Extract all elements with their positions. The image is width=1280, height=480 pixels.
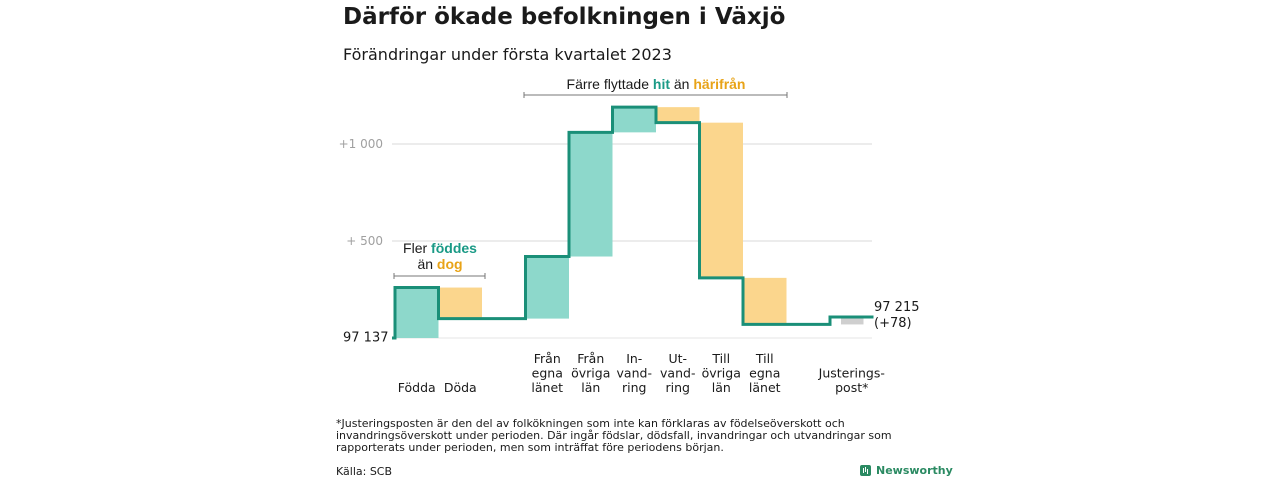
annotation-births-line2: än dog <box>417 256 462 272</box>
category-label-8-0: Till <box>755 351 774 366</box>
annotation-migration: Färre flyttade hit än härifrån <box>567 76 746 92</box>
category-label-5-0: In- <box>626 351 642 366</box>
chart-title: Därför ökade befolkningen i Växjö <box>343 4 786 30</box>
category-label-3-2: länet <box>531 380 563 395</box>
end-change-label: (+78) <box>874 316 912 331</box>
end-value-label: 97 215 <box>874 300 920 315</box>
category-label-8-2: länet <box>749 380 781 395</box>
footnote: *Justeringsposten är den del av folkökni… <box>336 417 892 454</box>
category-label-7-2: län <box>712 380 731 395</box>
bar-0 <box>395 287 439 338</box>
source-credit: Källa: SCB <box>336 465 393 478</box>
bar-3 <box>525 256 569 319</box>
category-label-3-0: Från <box>534 351 561 366</box>
category-label-6-0: Ut- <box>668 351 687 366</box>
category-label-5-1: vand- <box>617 366 652 381</box>
category-label-7-0: Till <box>711 351 730 366</box>
annotation-births-line1: Fler föddes <box>403 240 477 256</box>
category-label-4-2: län <box>581 380 600 395</box>
bar-10 <box>841 317 864 325</box>
start-value-label: 97 137 <box>343 331 389 346</box>
bar-1 <box>438 287 482 319</box>
bar-6 <box>656 107 700 123</box>
category-label-1-0: Döda <box>444 380 477 395</box>
category-label-0-0: Födda <box>398 380 436 395</box>
category-label-4-0: Från <box>577 351 604 366</box>
category-label-10-1: post* <box>835 380 868 395</box>
y-tick-label-0: +1 000 <box>339 137 383 151</box>
brand-name: Newsworthy <box>876 464 953 477</box>
category-label-8-1: egna <box>749 366 780 381</box>
category-label-6-1: vand- <box>660 366 695 381</box>
category-label-3-1: egna <box>532 366 563 381</box>
category-label-4-1: övriga <box>571 366 610 381</box>
category-label-7-1: övriga <box>702 366 741 381</box>
bar-8 <box>743 277 787 325</box>
bar-5 <box>612 107 656 133</box>
y-tick-label-1: + 500 <box>346 234 383 248</box>
chart-subtitle: Förändringar under första kvartalet 2023 <box>343 45 672 64</box>
category-label-5-2: ring <box>622 380 646 395</box>
category-label-6-2: ring <box>666 380 690 395</box>
cumulative-line <box>392 105 874 340</box>
newsworthy-logo-icon <box>860 465 871 476</box>
brand-logo: Newsworthy <box>860 464 953 477</box>
category-label-10-0: Justerings- <box>818 366 885 381</box>
bar-4 <box>569 132 613 257</box>
bar-7 <box>699 122 743 278</box>
